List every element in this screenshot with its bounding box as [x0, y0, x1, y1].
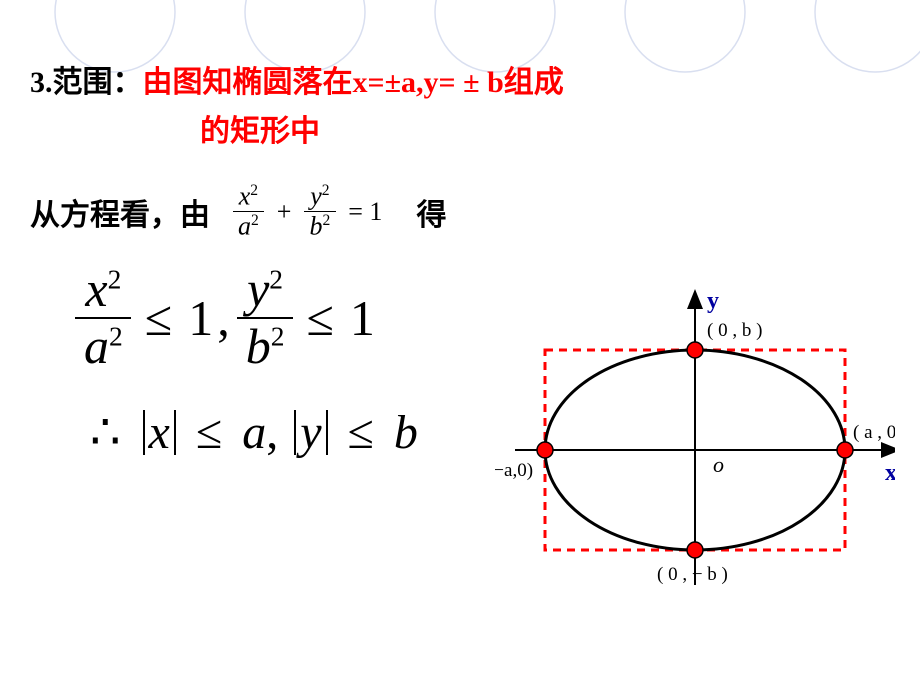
abs-x: x — [143, 410, 176, 456]
svg-text:( 0 , − b ): ( 0 , − b ) — [657, 564, 728, 585]
title-main-1: 由图知椭圆落在x=±a,y= ± b组成 — [143, 66, 564, 99]
eq-prefix: 从方程看，由 — [30, 190, 210, 234]
inequality-expression: x2 a2 ≤ 1, y2 b2 ≤ 1 — [70, 262, 920, 374]
equation-intro-line: 从方程看，由 x2 a2 + y2 b2 = 1 得 — [30, 182, 920, 242]
title-line-1: 3.范围：由图知椭圆落在x=±a,y= ± b组成 — [30, 60, 920, 105]
svg-text:x: x — [885, 460, 895, 486]
abs-y: y — [294, 410, 327, 456]
svg-text:(−a,0): (−a,0) — [495, 460, 533, 481]
ellipse-equation: x2 a2 + y2 b2 = 1 — [228, 182, 390, 242]
eq-suffix: 得 — [416, 190, 446, 234]
conclusion-expression: ∴ x ≤ a, y ≤ b — [90, 404, 920, 460]
title-line-2: 的矩形中 — [200, 109, 920, 154]
title-prefix: 3.范围： — [30, 66, 143, 99]
main-content: 3.范围：由图知椭圆落在x=±a,y= ± b组成 的矩形中 从方程看，由 x2… — [0, 0, 920, 460]
